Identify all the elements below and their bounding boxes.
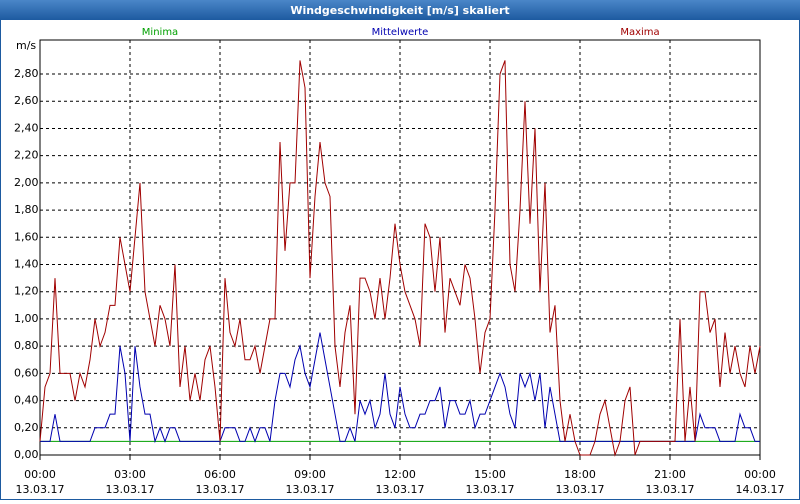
legend-entry: Minima [142,27,178,38]
legend-entry: Mittelwerte [372,27,429,38]
x-tick-label: 06:00 [204,468,236,481]
y-axis-label: m/s [16,39,36,52]
x-tick-label: 13.03.17 [556,483,605,496]
x-tick-label: 13.03.17 [106,483,155,496]
x-tick-label: 00:00 [24,468,56,481]
y-tick-label: 1,20 [14,285,39,298]
y-tick-label: 2,40 [14,121,39,134]
y-tick-label: 2,20 [14,149,39,162]
y-tick-label: 1,60 [14,230,39,243]
x-tick-label: 13.03.17 [376,483,425,496]
y-tick-label: 1,80 [14,203,39,216]
y-tick-label: 0,20 [14,421,39,434]
y-tick-label: 0,60 [14,366,39,379]
title-bar [0,0,800,20]
x-tick-label: 13.03.17 [16,483,65,496]
y-tick-label: 1,00 [14,312,39,325]
x-tick-label: 13.03.17 [466,483,515,496]
y-tick-label: 1,40 [14,258,39,271]
x-tick-label: 09:00 [294,468,326,481]
x-tick-label: 14.03.17 [736,483,785,496]
y-tick-label: 2,00 [14,176,39,189]
y-tick-label: 0,40 [14,394,39,407]
x-tick-label: 12:00 [384,468,416,481]
line [39,60,761,457]
x-tick-label: 18:00 [564,468,596,481]
legend-entry: Maxima [620,27,659,38]
x-tick-label: 13.03.17 [196,483,245,496]
x-tick-label: 15:00 [474,468,506,481]
chart-title: Windgeschwindigkeit [m/s] skaliert [290,4,509,17]
plot-area [39,39,761,456]
x-tick-label: 03:00 [114,468,146,481]
y-tick-label: 0,80 [14,339,39,352]
x-tick-label: 13.03.17 [646,483,695,496]
x-tick-label: 21:00 [654,468,686,481]
x-tick-label: 00:00 [744,468,776,481]
y-tick-label: 2,80 [14,67,39,80]
y-tick-label: 2,60 [14,94,39,107]
y-tick-label: 0,00 [14,448,39,461]
x-tick-label: 13.03.17 [286,483,335,496]
